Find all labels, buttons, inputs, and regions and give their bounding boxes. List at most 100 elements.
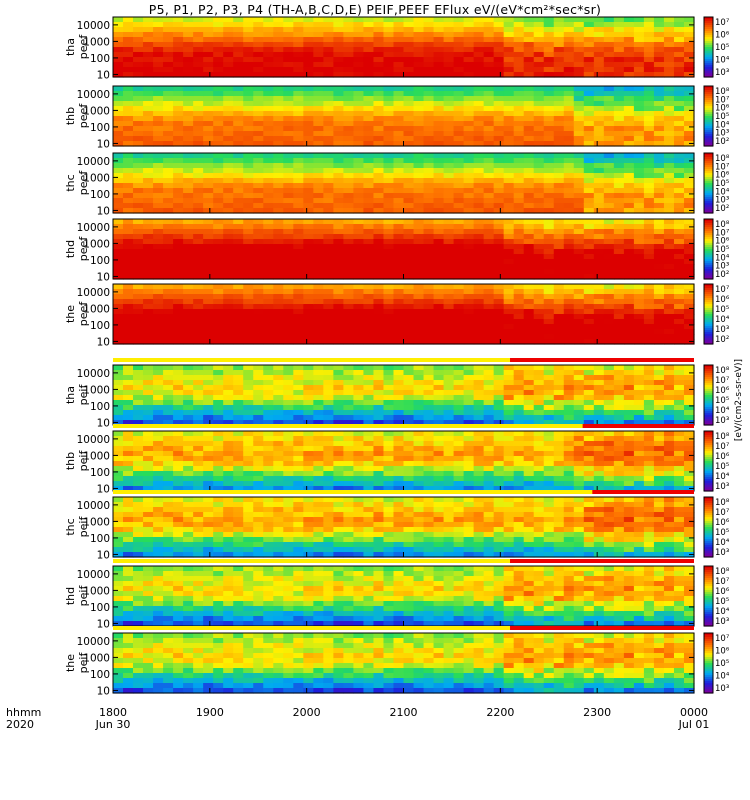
heatmap-cell — [213, 224, 224, 230]
heatmap-cell — [493, 86, 505, 92]
heatmap-cell — [213, 289, 224, 295]
heatmap-cell — [433, 91, 445, 97]
heatmap-cell — [203, 183, 214, 189]
heatmap-cell — [653, 62, 665, 68]
heatmap-cell — [303, 390, 314, 396]
heatmap-cell — [163, 188, 174, 194]
heatmap-cell — [393, 111, 405, 117]
heatmap-cell — [363, 274, 375, 280]
heatmap-cell — [143, 329, 154, 335]
heatmap-cell — [643, 380, 655, 386]
heatmap-cell — [603, 141, 615, 147]
heatmap-cell — [203, 420, 214, 426]
heatmap-cell — [403, 314, 415, 320]
heatmap-cell — [243, 294, 254, 300]
heatmap-cell — [523, 375, 535, 381]
heatmap-cell — [193, 158, 204, 164]
heatmap-cell — [373, 91, 385, 97]
heatmap-cell — [233, 37, 244, 43]
heatmap-cell — [403, 52, 415, 58]
heatmap-cell — [653, 410, 665, 416]
heatmap-cell — [123, 234, 134, 240]
heatmap-cell — [403, 405, 415, 411]
heatmap-cell — [113, 431, 124, 437]
heatmap-cell — [513, 131, 525, 137]
heatmap-cell — [623, 319, 635, 325]
heatmap-cell — [493, 52, 505, 58]
heatmap-cell — [153, 319, 164, 325]
heatmap-cell — [473, 173, 485, 179]
heatmap-cell — [503, 106, 515, 112]
heatmap-cell — [513, 405, 525, 411]
heatmap-cell — [363, 380, 375, 386]
heatmap-cell — [503, 395, 515, 401]
heatmap-cell — [643, 400, 655, 406]
heatmap-cell — [323, 141, 334, 147]
heatmap-cell — [233, 370, 244, 376]
heatmap-cell — [323, 203, 334, 209]
heatmap-cell — [493, 153, 505, 159]
heatmap-cell — [393, 193, 405, 199]
heatmap-cell — [673, 106, 685, 112]
heatmap-cell — [573, 158, 585, 164]
heatmap-cell — [293, 62, 304, 68]
heatmap-cell — [563, 395, 575, 401]
heatmap-cell — [663, 309, 675, 315]
heatmap-cell — [393, 441, 405, 447]
heatmap-cell — [123, 380, 134, 386]
heatmap-cell — [673, 405, 685, 411]
heatmap-cell — [313, 42, 324, 48]
heatmap-cell — [233, 410, 244, 416]
heatmap-cell — [533, 274, 545, 280]
heatmap-cell — [503, 299, 515, 305]
heatmap-cell — [243, 375, 254, 381]
heatmap-cell — [623, 183, 635, 189]
heatmap-cell — [283, 47, 294, 53]
heatmap-cell — [373, 446, 385, 452]
heatmap-cell — [293, 188, 304, 194]
heatmap-cell — [333, 259, 344, 265]
heatmap-cell — [443, 136, 455, 142]
heatmap-cell — [373, 284, 385, 290]
heatmap-cell — [663, 365, 675, 371]
heatmap-cell — [593, 183, 605, 189]
heatmap-cell — [483, 415, 495, 421]
heatmap-cell — [383, 198, 395, 204]
heatmap-cell — [133, 471, 144, 477]
heatmap-cell — [303, 309, 314, 315]
heatmap-cell — [593, 219, 605, 225]
heatmap-cell — [193, 436, 204, 442]
heatmap-cell — [153, 431, 164, 437]
heatmap-cell — [363, 370, 375, 376]
heatmap-cell — [453, 234, 465, 240]
heatmap-cell — [393, 339, 405, 345]
heatmap-cell — [183, 324, 194, 330]
heatmap-cell — [593, 116, 605, 122]
heatmap-cell — [163, 274, 174, 280]
heatmap-cell — [293, 405, 304, 411]
colorbar-step — [704, 96, 713, 99]
heatmap-cell — [233, 224, 244, 230]
heatmap-cell — [253, 329, 264, 335]
heatmap-cell — [473, 284, 485, 290]
heatmap-cell — [233, 441, 244, 447]
heatmap-cell — [483, 126, 495, 132]
heatmap-cell — [173, 314, 184, 320]
heatmap-cell — [363, 451, 375, 457]
heatmap-cell — [443, 385, 455, 391]
y-tick-label: 10 — [97, 271, 110, 283]
heatmap-cell — [403, 481, 415, 487]
heatmap-cell — [483, 304, 495, 310]
heatmap-cell — [243, 27, 254, 33]
heatmap-cell — [193, 249, 204, 255]
heatmap-cell — [383, 173, 395, 179]
heatmap-cell — [213, 446, 224, 452]
heatmap-cell — [263, 314, 274, 320]
heatmap-cell — [573, 299, 585, 305]
heatmap-cell — [203, 259, 214, 265]
heatmap-cell — [113, 314, 124, 320]
heatmap-cell — [183, 380, 194, 386]
heatmap-cell — [423, 67, 435, 73]
heatmap-cell — [353, 274, 365, 280]
